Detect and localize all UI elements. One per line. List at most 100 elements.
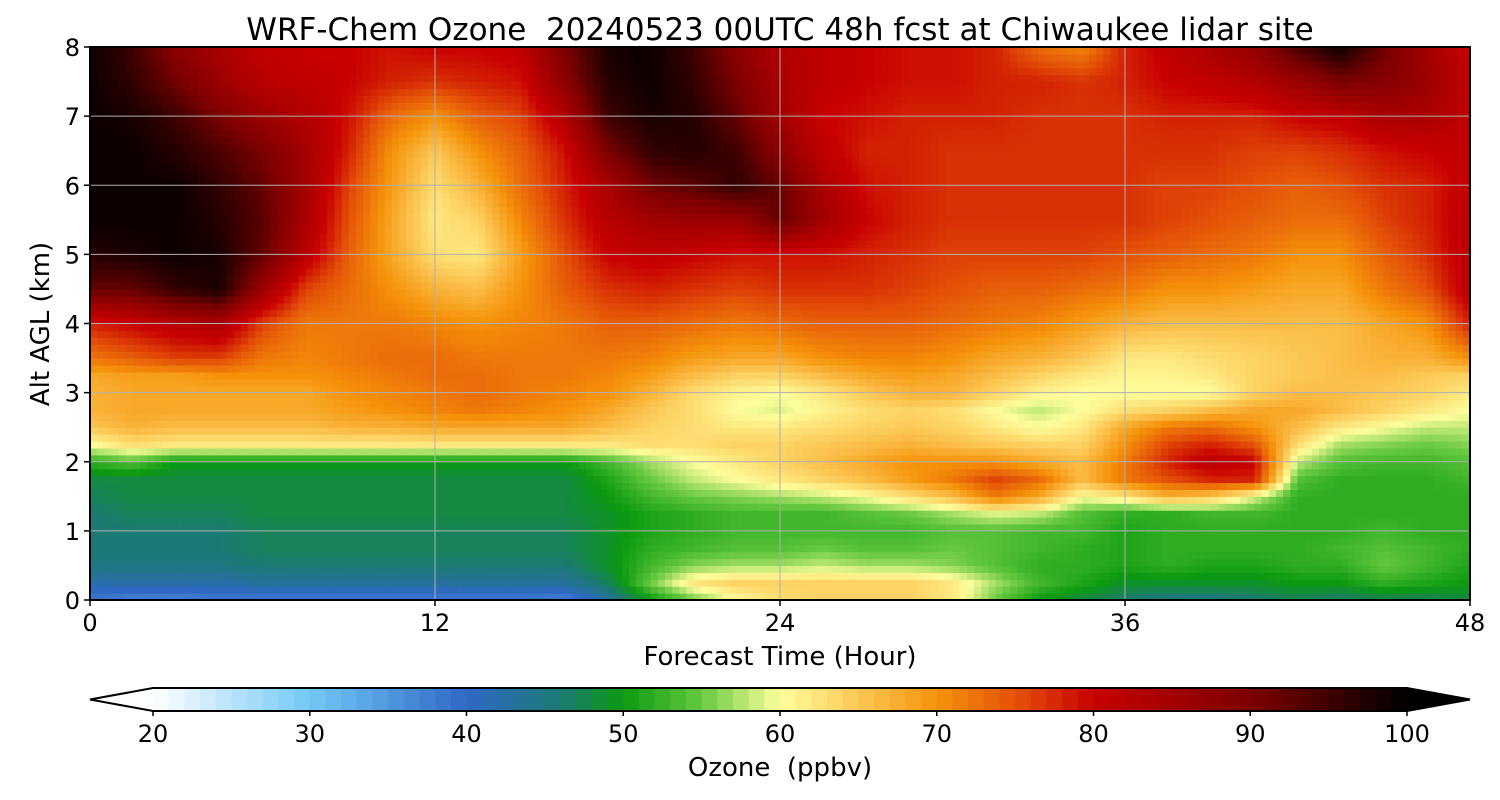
heatmap-cell — [535, 364, 544, 373]
heatmap-cell — [133, 475, 141, 484]
heatmap-cell — [240, 454, 249, 463]
heatmap-cell — [262, 385, 271, 394]
heatmap-cell — [125, 392, 134, 401]
heatmap-cell — [154, 475, 163, 484]
heatmap-cell — [456, 143, 465, 152]
heatmap-cell — [169, 558, 177, 567]
heatmap-cell — [197, 102, 206, 110]
heatmap-cell — [133, 233, 141, 242]
heatmap-cell — [125, 358, 134, 366]
heatmap-cell — [370, 447, 379, 456]
heatmap-cell — [248, 551, 256, 560]
heatmap-cell — [212, 413, 220, 421]
heatmap-cell — [125, 226, 134, 235]
heatmap-cell — [233, 247, 242, 255]
heatmap-cell — [140, 60, 149, 69]
heatmap-cell — [212, 164, 220, 173]
heatmap-cell — [226, 226, 235, 235]
heatmap-cell — [197, 447, 206, 456]
heatmap-cell — [291, 371, 300, 380]
heatmap-cell — [190, 579, 199, 587]
heatmap-cell — [248, 558, 256, 567]
heatmap-cell — [140, 441, 149, 449]
heatmap-cell — [140, 302, 149, 311]
heatmap-cell — [183, 302, 192, 311]
heatmap-cell — [463, 385, 472, 394]
heatmap-cell — [205, 102, 213, 110]
heatmap-cell — [240, 123, 249, 131]
heatmap-cell — [291, 434, 300, 442]
heatmap-cell — [320, 475, 328, 484]
heatmap-cell — [312, 254, 321, 262]
heatmap-cell — [463, 468, 472, 477]
heatmap-cell — [118, 572, 127, 580]
heatmap-cell — [470, 171, 479, 179]
heatmap-cell — [276, 399, 285, 408]
heatmap-cell — [169, 60, 177, 69]
heatmap-cell — [528, 81, 537, 90]
heatmap-cell — [305, 109, 314, 117]
heatmap-cell — [176, 579, 185, 587]
heatmap-cell — [212, 454, 220, 463]
heatmap-cell — [420, 517, 429, 525]
heatmap-cell — [456, 523, 465, 532]
heatmap-cell — [233, 102, 242, 110]
heatmap-cell — [133, 579, 141, 587]
heatmap-cell — [327, 199, 335, 207]
heatmap-cell — [341, 219, 350, 228]
heatmap-cell — [118, 212, 127, 221]
heatmap-cell — [190, 212, 199, 221]
heatmap-cell — [406, 558, 415, 567]
heatmap-cell — [305, 67, 314, 76]
heatmap-cell — [499, 351, 508, 359]
heatmap-cell — [255, 53, 264, 62]
heatmap-cell — [240, 364, 249, 373]
heatmap-cell — [197, 302, 206, 311]
heatmap-cell — [226, 136, 235, 145]
heatmap-cell — [327, 434, 335, 442]
heatmap-cell — [499, 544, 508, 553]
heatmap-cell — [435, 406, 443, 414]
heatmap-cell — [262, 178, 271, 186]
heatmap-cell — [370, 81, 379, 90]
heatmap-cell — [341, 565, 350, 573]
heatmap-cell — [219, 185, 228, 193]
heatmap-cell — [514, 67, 522, 76]
heatmap-cell — [97, 434, 105, 442]
heatmap-cell — [190, 371, 199, 380]
heatmap-cell — [176, 123, 185, 131]
heatmap-cell — [406, 275, 415, 283]
heatmap-cell — [492, 454, 501, 463]
heatmap-cell — [90, 344, 98, 352]
heatmap-cell — [205, 164, 213, 173]
heatmap-cell — [514, 316, 522, 325]
heatmap-cell — [384, 378, 393, 387]
heatmap-cell — [442, 579, 450, 587]
heatmap-cell — [377, 364, 386, 373]
heatmap-cell — [161, 323, 170, 332]
heatmap-cell — [485, 482, 494, 490]
heatmap-cell — [413, 454, 422, 463]
heatmap-cell — [435, 523, 443, 532]
heatmap-cell — [305, 219, 314, 228]
heatmap-cell — [298, 254, 307, 262]
heatmap-cell — [348, 517, 357, 525]
heatmap-cell — [492, 102, 501, 110]
heatmap-cell — [456, 302, 465, 311]
heatmap-cell — [363, 551, 371, 560]
heatmap-cell — [125, 551, 134, 560]
heatmap-cell — [521, 392, 530, 401]
heatmap-cell — [104, 344, 113, 352]
heatmap-cell — [255, 468, 264, 477]
heatmap-cell — [133, 427, 141, 435]
heatmap-cell — [90, 316, 98, 325]
heatmap-cell — [377, 496, 386, 504]
heatmap-cell — [391, 530, 400, 539]
heatmap-cell — [320, 482, 328, 490]
heatmap-cell — [442, 205, 450, 214]
heatmap-cell — [327, 233, 335, 242]
heatmap-cell — [442, 219, 450, 228]
heatmap-cell — [406, 385, 415, 394]
heatmap-cell — [413, 351, 422, 359]
heatmap-cell — [190, 441, 199, 449]
